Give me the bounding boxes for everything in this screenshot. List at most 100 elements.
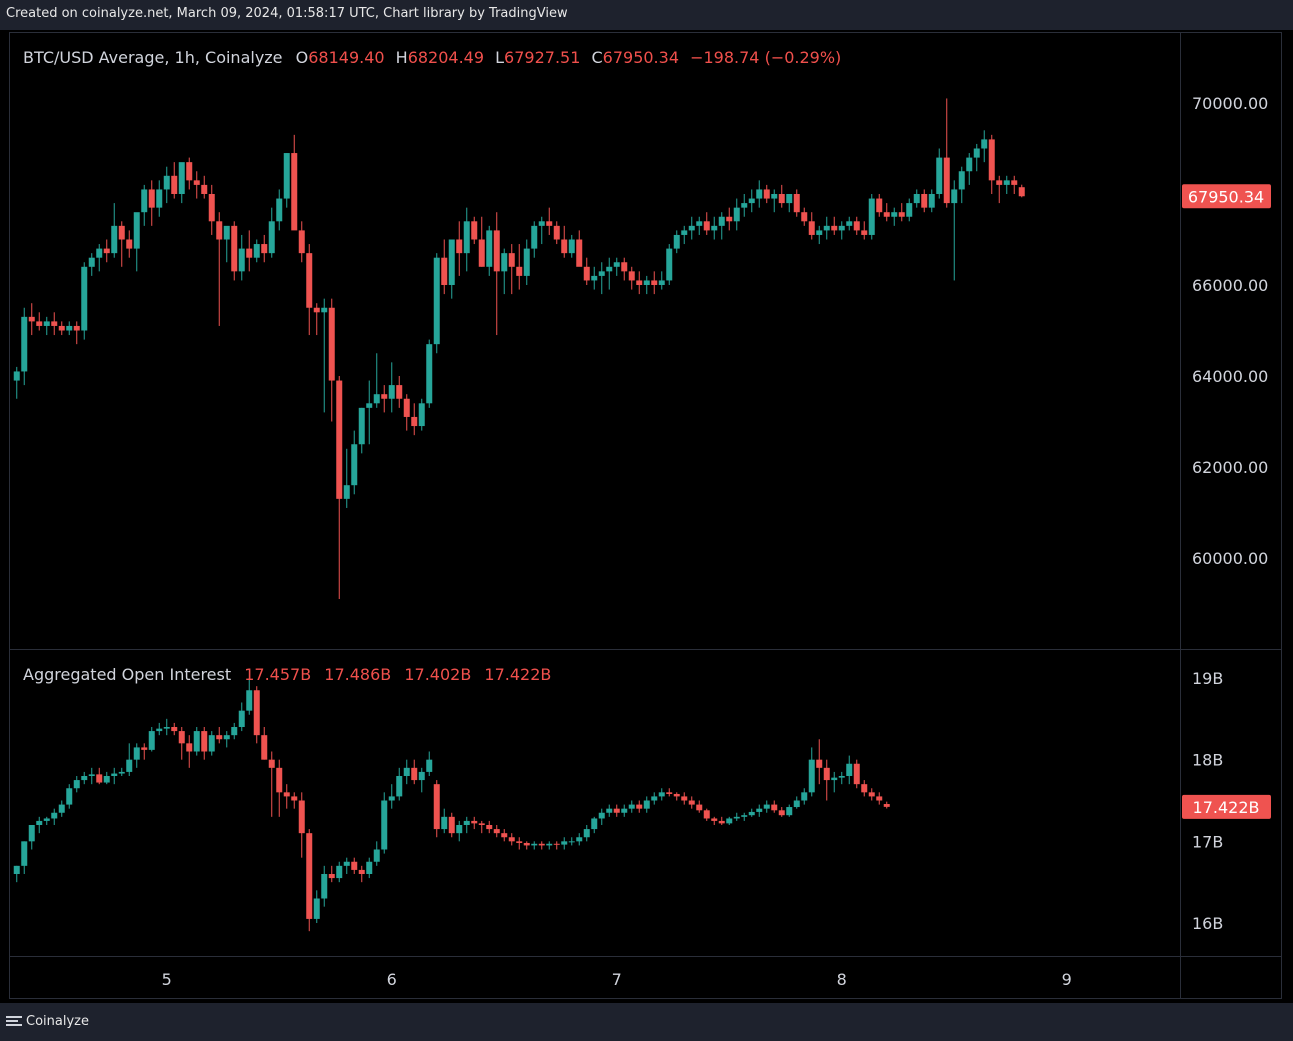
candle-body	[621, 262, 628, 272]
chart-container[interactable]: 70000.00 66000.00 64000.00 62000.00 60000.00…	[9, 32, 1282, 999]
candle-body	[208, 194, 215, 222]
candle-body	[96, 774, 103, 783]
candle-body	[321, 874, 328, 899]
candle-body	[831, 225, 838, 231]
candle-body	[538, 221, 545, 226]
candle-body	[448, 816, 455, 834]
candle-body	[58, 804, 65, 813]
candle-body	[493, 230, 500, 272]
candle-body	[58, 325, 65, 331]
candle-body	[321, 307, 328, 313]
candle-body	[231, 225, 238, 272]
candle-body	[163, 727, 170, 729]
candle-body	[471, 820, 478, 824]
candle-body	[733, 816, 740, 819]
candle-body	[981, 139, 988, 149]
candle-body	[613, 808, 620, 813]
candle-body	[51, 812, 58, 819]
candle-body	[43, 818, 50, 821]
candle-body	[523, 842, 530, 846]
oi-legend-open: 17.457B	[244, 665, 312, 684]
y-tick-label: 17B	[1192, 832, 1223, 851]
candle-body	[853, 763, 860, 785]
candle-body	[148, 189, 155, 208]
candle-body	[666, 792, 673, 794]
price-legend-low: 67927.51	[504, 48, 581, 67]
price-legend-c-label: C	[591, 48, 603, 67]
candle-body	[516, 841, 523, 843]
candle-body	[126, 759, 133, 772]
candle-body	[898, 212, 905, 217]
candle-body	[988, 139, 995, 181]
candle-body	[756, 808, 763, 812]
candle-body	[298, 800, 305, 834]
candle-body	[411, 767, 418, 781]
brand-name: Coinalyze	[26, 1014, 89, 1029]
candle-body	[703, 221, 710, 231]
candle-body	[156, 189, 163, 208]
candle-body	[28, 316, 35, 322]
candle-body	[613, 262, 620, 267]
candle-body	[838, 225, 845, 231]
candle-body	[186, 743, 193, 752]
created-on-text: Created on coinalyze.net, March 09, 2024…	[6, 6, 568, 21]
candle-body	[576, 837, 583, 842]
candle-body	[538, 843, 545, 846]
candle-body	[426, 759, 433, 772]
candle-body	[43, 321, 50, 326]
candle-body	[876, 796, 883, 801]
candle-body	[358, 407, 365, 445]
candle-body	[793, 800, 800, 808]
candle-body	[381, 800, 388, 850]
candle-body	[651, 280, 658, 285]
candle-body	[516, 266, 523, 276]
candle-body	[906, 203, 913, 217]
candle-body	[1011, 180, 1018, 185]
candle-body	[651, 796, 658, 801]
candle-body	[658, 792, 665, 797]
candle-body	[66, 788, 73, 805]
candle-body	[388, 796, 395, 801]
candle-body	[103, 248, 110, 254]
candle-body	[726, 216, 733, 222]
candle-body	[268, 221, 275, 254]
candle-body	[276, 198, 283, 222]
candle-body	[733, 207, 740, 222]
candle-body	[328, 307, 335, 381]
coinalyze-logo[interactable]: Coinalyze	[6, 1014, 89, 1029]
candle-body	[373, 394, 380, 404]
candle-body	[793, 194, 800, 213]
candle-body	[28, 825, 35, 842]
candle-body	[313, 898, 320, 919]
candle-body	[643, 280, 650, 285]
oi-legend-low: 17.402B	[404, 665, 472, 684]
candle-body	[568, 841, 575, 843]
candle-body	[268, 759, 275, 768]
candle-body	[418, 403, 425, 427]
chart-canvas[interactable]: 70000.00 66000.00 64000.00 62000.00 60000.00…	[10, 33, 1281, 998]
candle-body	[336, 380, 343, 499]
candle-body	[306, 253, 313, 308]
candle-body	[486, 825, 493, 830]
candle-body	[703, 810, 710, 819]
candle-body	[771, 194, 778, 199]
candle-body	[478, 239, 485, 267]
candle-body	[816, 759, 823, 768]
candle-body	[808, 759, 815, 793]
candle-body	[276, 767, 283, 793]
candle-body	[891, 212, 898, 217]
candle-body	[711, 225, 718, 231]
candle-body	[778, 810, 785, 816]
candle-body	[876, 198, 883, 213]
candle-body	[816, 230, 823, 235]
price-legend: BTC/USD Average, 1h, Coinalyze O68149.40…	[23, 48, 849, 67]
candle-body	[546, 843, 553, 846]
candle-body	[958, 171, 965, 190]
last-value-label: 17.422B	[1193, 798, 1260, 817]
candle-body	[853, 221, 860, 231]
candle-body	[208, 735, 215, 752]
candle-body	[388, 385, 395, 399]
candle-body	[471, 221, 478, 240]
candle-body	[696, 804, 703, 811]
candle-body	[36, 321, 43, 326]
